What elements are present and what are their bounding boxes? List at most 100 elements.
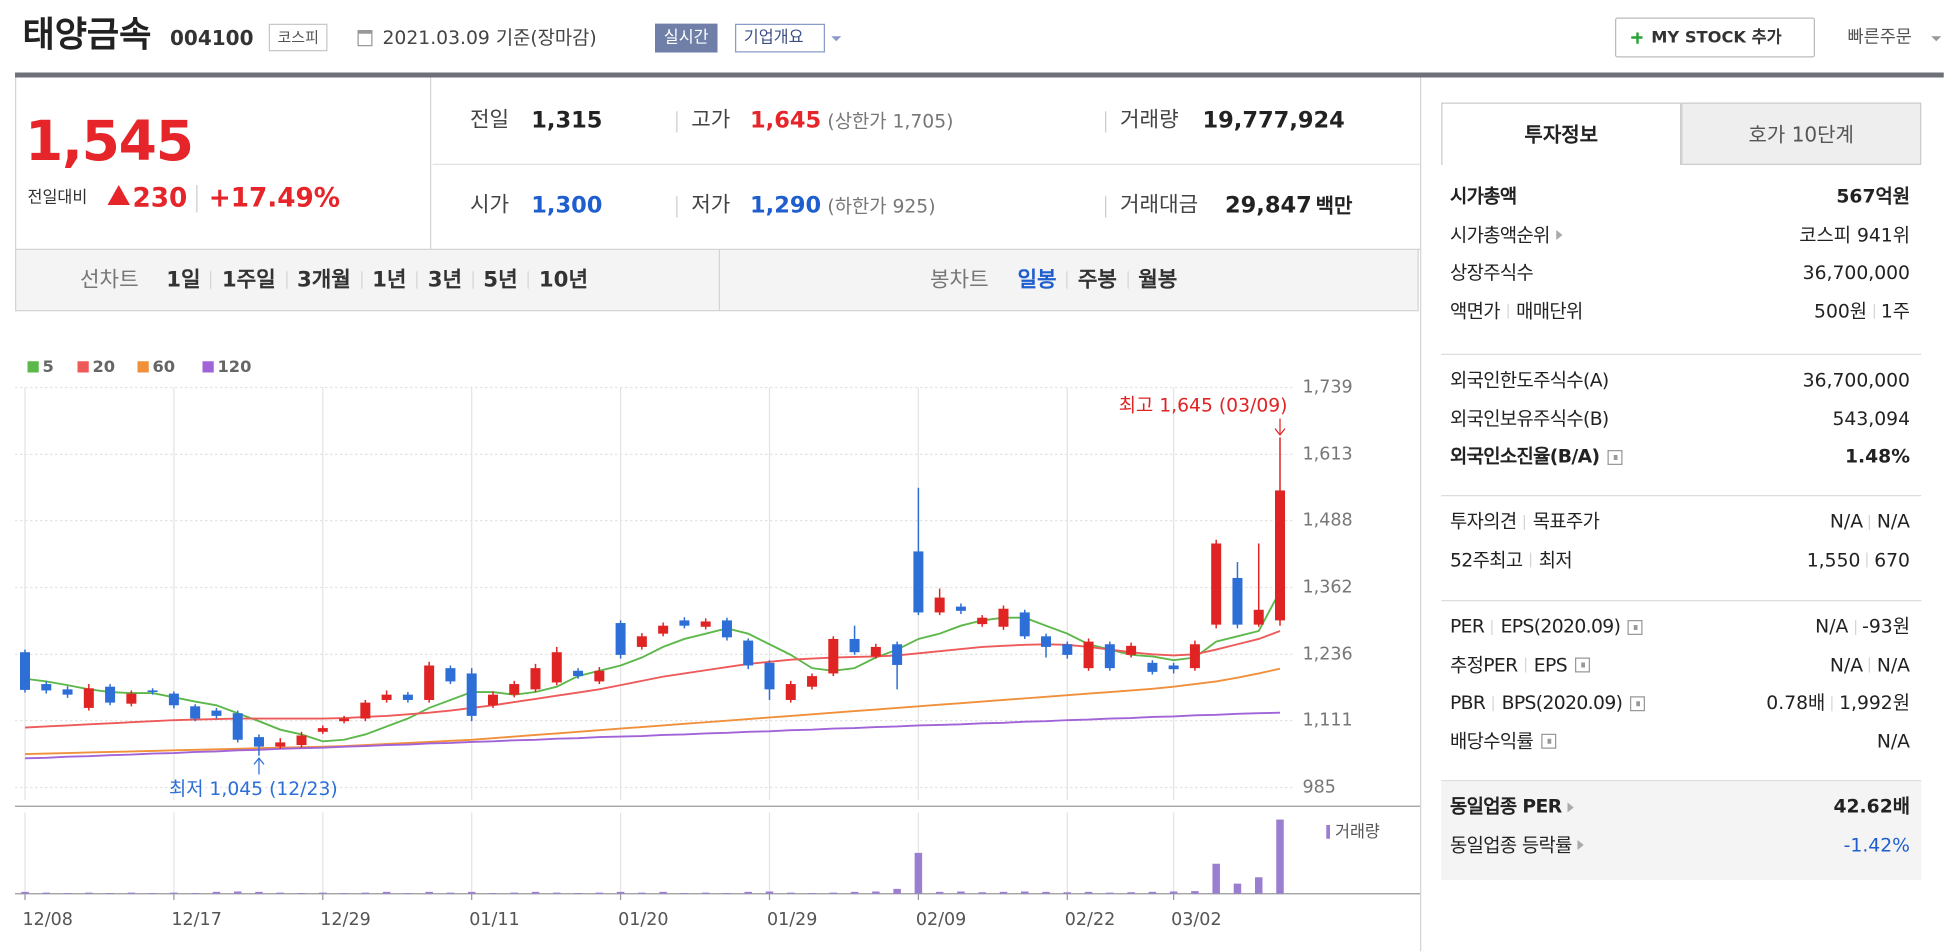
value-part: -93원 [1862,615,1910,638]
dropdown-caret [1931,36,1942,46]
label-part: 동일업종 PER [1450,795,1562,818]
max-arrow-head [1274,428,1286,436]
volume-bar [233,891,242,894]
quick-order[interactable]: 빠른주문 [1847,27,1912,48]
side-label: 동일업종 PER [1450,795,1575,818]
candle-body [1275,490,1285,621]
tab[interactable]: 1주일 [221,267,276,293]
value-part: 1,992원 [1839,691,1910,714]
candle-body [105,686,116,703]
min-label: 최저 1,045 (12/23) [169,778,338,800]
summary-note: (상한가 1,705) [827,110,954,133]
volume-bar [63,893,72,894]
value-part: N/A [1815,615,1849,638]
volume-bar [574,893,582,894]
tab[interactable]: 5년 [483,267,518,293]
summary-value: 1,300 [531,192,603,219]
separator [1491,619,1494,635]
value-part: 36,700,000 [1802,261,1910,284]
candle-body [934,597,945,613]
volume-bar [701,892,710,894]
tab[interactable]: 주봉 [1077,267,1117,293]
summary-value-group: 1,300 [531,192,603,219]
candle-body [445,668,456,682]
candle-body [955,606,966,611]
tab[interactable]: 일봉 [1017,267,1057,293]
volume-bar [1127,892,1135,894]
label-part: 목표주가 [1532,510,1600,533]
candle-body [658,625,669,634]
volume-bar [531,891,540,894]
separator [1873,303,1875,319]
volume-bar [319,892,327,894]
tab[interactable]: 1년 [372,267,407,293]
summary-label: 전일 [470,107,510,133]
tab[interactable]: 월봉 [1138,267,1178,293]
volume-bar [1276,819,1284,894]
tab[interactable]: 3개월 [296,267,351,293]
side-tab[interactable]: 투자정보 [1441,102,1682,165]
side-value: N/A N/A [1830,655,1910,675]
volume-bar [1169,891,1178,894]
label-part: 액면가 [1450,299,1501,322]
volume-bar [382,891,391,894]
volume-bar [1020,891,1029,894]
realtime-button[interactable]: 실시간 [655,23,718,53]
side-value: N/A N/A [1830,512,1910,532]
tab[interactable]: 10년 [538,267,589,293]
candle-body [1126,645,1137,655]
label-part: PBR [1450,691,1486,714]
candle-body [147,690,158,693]
volume-bar [1148,891,1157,894]
mystock-button[interactable]: MY STOCK 추가 [1615,17,1815,58]
volume-bar [127,892,136,894]
help-icon [1629,695,1645,711]
candle-body [62,689,73,695]
x-tick-label: 12/17 [171,910,221,930]
candle-body [509,684,520,695]
candle-body [764,662,775,690]
volume-bar [744,891,752,894]
candle-body [892,644,903,665]
candle-body [1211,543,1222,625]
volume-legend: 거래량 [1335,822,1380,841]
value-part: N/A [1876,729,1910,752]
volume-bar [978,892,986,894]
change-rate: +17.49% [208,182,341,213]
summary-label: 거래대금 [1120,192,1199,218]
candle-body [849,638,860,653]
tab[interactable]: 3년 [427,267,463,293]
volume-bar [21,891,29,894]
candle-body [466,673,477,716]
label-part: 배당수익률 [1450,729,1534,752]
arrow-icon [1577,840,1585,850]
tab-label: 봉차트 [930,267,989,293]
candle-body [594,670,605,682]
overview-button[interactable]: 기업개요 [735,23,825,53]
separator [527,271,529,289]
candle-body [126,693,137,704]
side-value: 1,550 670 [1807,550,1910,570]
candle-body [1147,662,1158,672]
side-label: 상장주식수 [1450,263,1534,283]
volume-bar [1042,891,1050,894]
candle-body [870,646,881,657]
date: 2021.03.09 기준(장마감) [382,26,597,49]
candle-body [1083,641,1094,669]
candle-body [190,706,201,719]
label-part: 52주최고 [1450,548,1523,571]
volume-bar [425,891,433,894]
volume-bar [1084,891,1093,894]
separator [1525,657,1527,673]
volume-bar [957,891,965,894]
candle-body [360,702,371,719]
candle-body [807,676,818,687]
side-value: N/A [1876,729,1910,752]
tab[interactable]: 1일 [166,267,201,293]
summary-note: (하한가 925) [827,195,936,218]
side-tab[interactable]: 호가 10단계 [1681,102,1922,165]
side-value: 42.62배 [1833,797,1910,817]
volume-legend-swatch [1326,825,1330,839]
summary-value-group: 1,315 [531,109,602,133]
side-label: 시가총액순위 [1450,225,1563,245]
